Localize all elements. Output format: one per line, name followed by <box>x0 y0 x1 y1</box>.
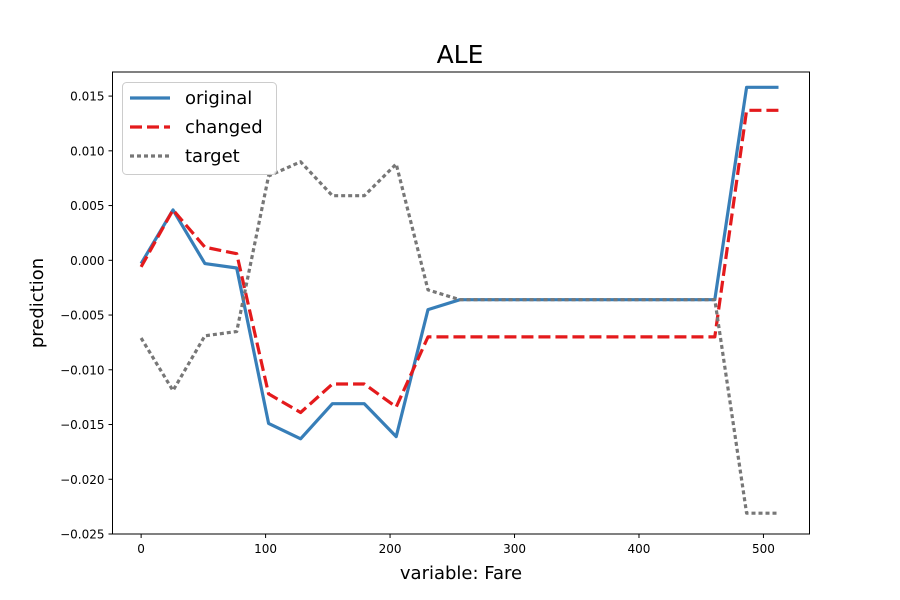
legend-box <box>122 82 277 175</box>
series-line-changed <box>139 108 779 415</box>
plot-lines <box>139 85 779 515</box>
y-tick-label: −0.025 <box>60 528 104 542</box>
y-tick-label: −0.010 <box>60 363 104 377</box>
y-tick-label: 0.005 <box>70 199 104 213</box>
x-axis: 0 100 200 300 400 500 <box>137 534 775 556</box>
x-tick-label: 500 <box>752 542 775 556</box>
legend-label-target: target <box>185 146 240 167</box>
chart-title: ALE <box>437 40 484 69</box>
legend: original changed target <box>122 82 277 175</box>
y-tick-label: 0.015 <box>70 90 104 104</box>
y-tick-label: −0.015 <box>60 418 104 432</box>
y-tick-label: 0.010 <box>70 144 104 158</box>
y-axis-title: prediction <box>27 258 48 348</box>
plot-frame <box>112 71 810 535</box>
y-axis: −0.025 −0.020 −0.015 −0.010 −0.005 0.000 0.005… <box>60 90 113 542</box>
x-axis-title: variable: Fare <box>400 563 522 584</box>
legend-label-changed: changed <box>185 117 263 138</box>
x-tick-label: 100 <box>254 542 277 556</box>
x-tick-label: 200 <box>379 542 402 556</box>
x-tick-label: 400 <box>628 542 651 556</box>
x-tick-label: 0 <box>137 542 145 556</box>
x-tick-label: 300 <box>503 542 526 556</box>
y-tick-label: −0.020 <box>60 473 104 487</box>
series-line-original <box>139 85 779 441</box>
y-tick-label: −0.005 <box>60 309 104 323</box>
y-tick-label: 0.000 <box>70 254 104 268</box>
series-line-target <box>139 160 779 515</box>
legend-label-original: original <box>185 88 252 109</box>
